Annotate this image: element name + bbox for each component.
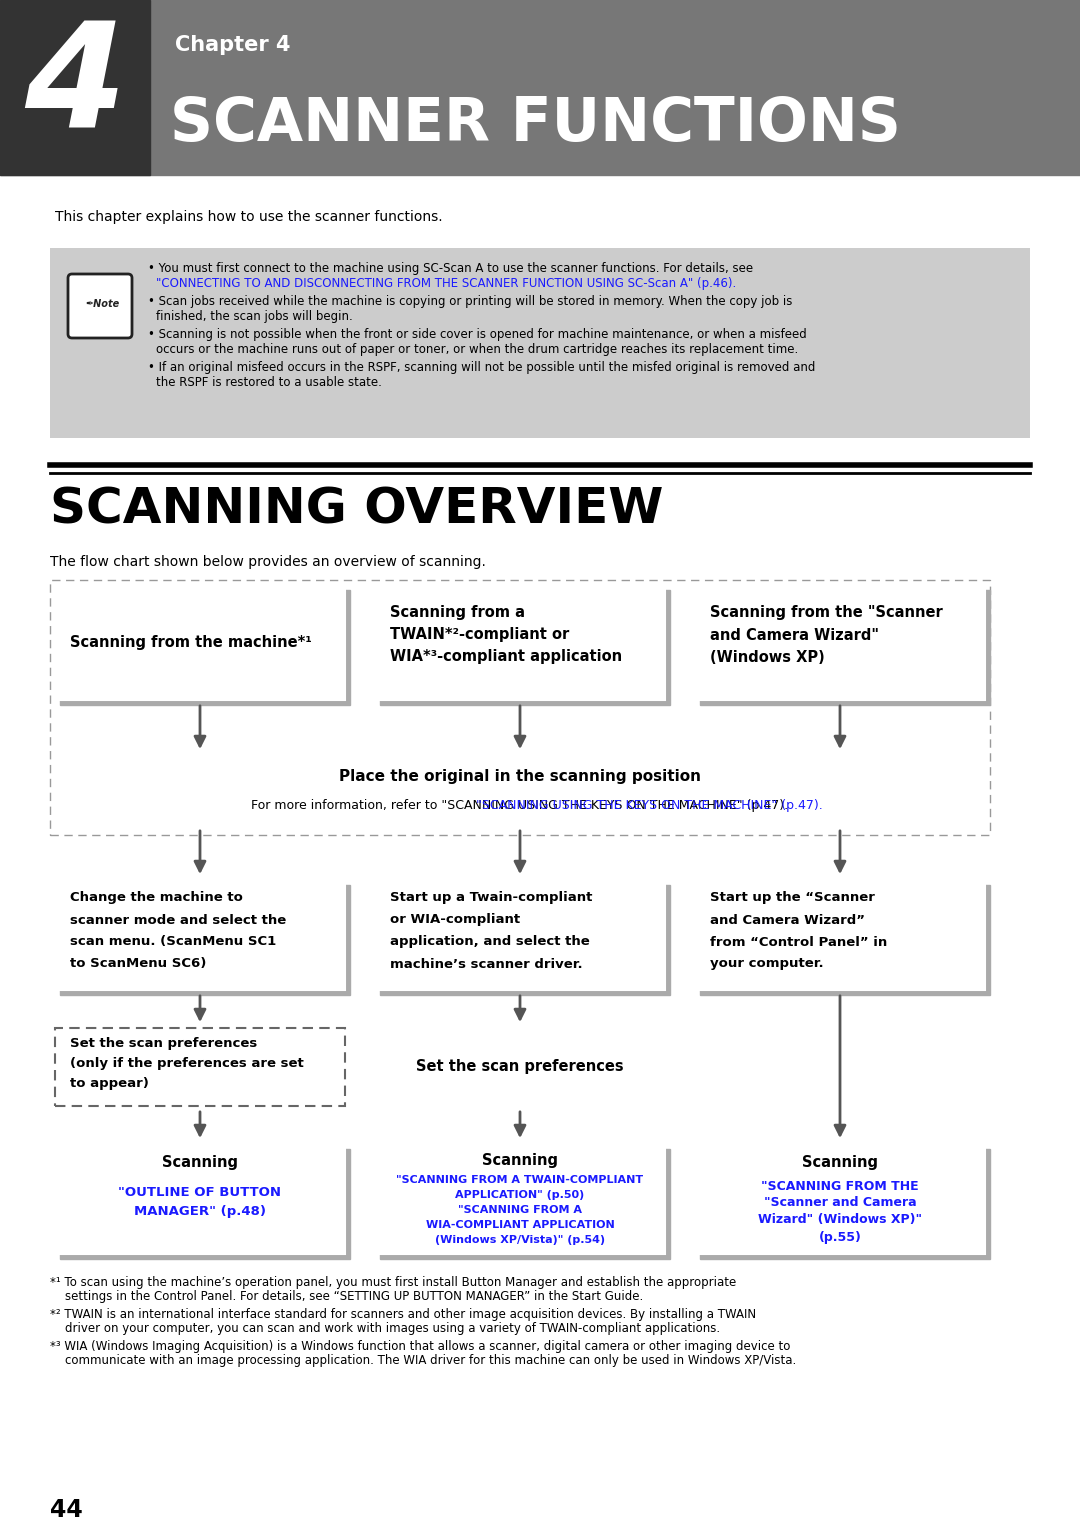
Text: *¹ To scan using the machine’s operation panel, you must first install Button Ma: *¹ To scan using the machine’s operation… [50, 1277, 737, 1289]
Text: "SCANNING FROM A: "SCANNING FROM A [458, 1205, 582, 1215]
Text: The flow chart shown below provides an overview of scanning.: The flow chart shown below provides an o… [50, 554, 486, 570]
Text: your computer.: your computer. [710, 957, 824, 971]
Text: "CONNECTING TO AND DISCONNECTING FROM THE SCANNER FUNCTION USING SC-Scan A" (p.4: "CONNECTING TO AND DISCONNECTING FROM TH… [156, 276, 737, 290]
Text: driver on your computer, you can scan and work with images using a variety of TW: driver on your computer, you can scan an… [50, 1322, 720, 1335]
Text: SCANNER FUNCTIONS: SCANNER FUNCTIONS [170, 96, 901, 154]
Text: Set the scan preferences: Set the scan preferences [70, 1037, 257, 1051]
Text: machine’s scanner driver.: machine’s scanner driver. [390, 957, 582, 971]
Text: (p.55): (p.55) [819, 1231, 862, 1243]
Text: "SCANNING USING THE KEYS ON THE MACHINE" (p.47).: "SCANNING USING THE KEYS ON THE MACHINE"… [476, 799, 823, 811]
Text: • Scanning is not possible when the front or side cover is opened for machine ma: • Scanning is not possible when the fron… [148, 328, 807, 341]
Text: • If an original misfeed occurs in the RSPF, scanning will not be possible until: • If an original misfeed occurs in the R… [148, 360, 815, 374]
Text: "SCANNING FROM A TWAIN-COMPLIANT: "SCANNING FROM A TWAIN-COMPLIANT [396, 1174, 644, 1185]
Text: and Camera Wizard”: and Camera Wizard” [710, 913, 865, 927]
Text: WIA-COMPLIANT APPLICATION: WIA-COMPLIANT APPLICATION [426, 1220, 615, 1231]
Text: or WIA-compliant: or WIA-compliant [390, 913, 521, 927]
Text: ✒Note: ✒Note [85, 299, 119, 308]
Text: For more information, refer to "SCANNING USING THE KEYS ON THE MACHINE" (p.47).: For more information, refer to "SCANNING… [252, 799, 788, 811]
Text: (only if the preferences are set: (only if the preferences are set [70, 1058, 303, 1070]
Text: scan menu. (ScanMenu SC1: scan menu. (ScanMenu SC1 [70, 936, 276, 948]
Text: Set the scan preferences: Set the scan preferences [416, 1060, 624, 1075]
Text: Change the machine to: Change the machine to [70, 892, 243, 904]
Text: WIA*³-compliant application: WIA*³-compliant application [390, 649, 622, 664]
Text: Scanning: Scanning [482, 1153, 558, 1168]
Bar [50, 247, 1030, 438]
Text: the RSPF is restored to a usable state.: the RSPF is restored to a usable state. [156, 376, 382, 389]
Bar [55, 880, 345, 989]
Text: communicate with an image processing application. The WIA driver for this machin: communicate with an image processing app… [50, 1354, 796, 1367]
Text: application, and select the: application, and select the [390, 936, 590, 948]
Text: Place the original in the scanning position: Place the original in the scanning posit… [339, 770, 701, 785]
Text: 44: 44 [50, 1498, 83, 1522]
Text: "Scanner and Camera: "Scanner and Camera [764, 1197, 916, 1209]
Text: Scanning from the "Scanner: Scanning from the "Scanner [710, 606, 943, 620]
Bar [696, 1144, 985, 1254]
Text: "SCANNING FROM THE: "SCANNING FROM THE [761, 1179, 919, 1193]
Text: (Windows XP/Vista)" (p.54): (Windows XP/Vista)" (p.54) [435, 1235, 605, 1245]
Text: from “Control Panel” in: from “Control Panel” in [710, 936, 888, 948]
Text: TWAIN*²-compliant or: TWAIN*²-compliant or [390, 628, 569, 643]
Bar [700, 886, 990, 996]
Bar [0, 0, 150, 176]
Text: APPLICATION" (p.50): APPLICATION" (p.50) [456, 1190, 584, 1200]
Text: Chapter 4: Chapter 4 [175, 35, 291, 55]
Text: finished, the scan jobs will begin.: finished, the scan jobs will begin. [156, 310, 353, 324]
Text: Scanning: Scanning [162, 1154, 238, 1170]
Bar [375, 1144, 665, 1254]
Bar [60, 589, 350, 705]
Bar [0, 0, 1080, 176]
Bar [380, 589, 670, 705]
Text: and Camera Wizard": and Camera Wizard" [710, 628, 879, 643]
Bar [180, 754, 860, 825]
Text: "OUTLINE OF BUTTON: "OUTLINE OF BUTTON [119, 1185, 282, 1199]
Bar [380, 1148, 670, 1258]
Bar [380, 886, 670, 996]
Text: Scanning: Scanning [802, 1154, 878, 1170]
Bar [375, 1028, 665, 1106]
Text: scanner mode and select the: scanner mode and select the [70, 913, 286, 927]
Text: *² TWAIN is an international interface standard for scanners and other image acq: *² TWAIN is an international interface s… [50, 1309, 756, 1321]
Text: Start up the “Scanner: Start up the “Scanner [710, 892, 875, 904]
Bar [700, 1148, 990, 1258]
Text: occurs or the machine runs out of paper or toner, or when the drum cartridge rea: occurs or the machine runs out of paper … [156, 344, 798, 356]
Text: 4: 4 [24, 17, 125, 157]
Text: settings in the Control Panel. For details, see “SETTING UP BUTTON MANAGER” in t: settings in the Control Panel. For detai… [50, 1290, 644, 1303]
Text: • Scan jobs received while the machine is copying or printing will be stored in : • Scan jobs received while the machine i… [148, 295, 793, 308]
Text: SCANNING OVERVIEW: SCANNING OVERVIEW [50, 486, 663, 533]
Bar [375, 585, 665, 699]
Text: to ScanMenu SC6): to ScanMenu SC6) [70, 957, 206, 971]
Bar [55, 1144, 345, 1254]
Text: MANAGER" (p.48): MANAGER" (p.48) [134, 1205, 266, 1219]
Text: (Windows XP): (Windows XP) [710, 649, 825, 664]
Text: Start up a Twain-compliant: Start up a Twain-compliant [390, 892, 592, 904]
Text: Scanning from a: Scanning from a [390, 606, 525, 620]
Text: *³ WIA (Windows Imaging Acquisition) is a Windows function that allows a scanner: *³ WIA (Windows Imaging Acquisition) is … [50, 1341, 791, 1353]
FancyBboxPatch shape [68, 273, 132, 337]
Bar [375, 880, 665, 989]
Bar [50, 580, 990, 835]
Bar [60, 886, 350, 996]
Bar [700, 589, 990, 705]
Text: • You must first connect to the machine using SC-Scan A to use the scanner funct: • You must first connect to the machine … [148, 263, 753, 275]
Bar [696, 880, 985, 989]
Text: Scanning from the machine*¹: Scanning from the machine*¹ [70, 635, 312, 651]
Text: to appear): to appear) [70, 1078, 149, 1090]
Bar [60, 1148, 350, 1258]
Text: This chapter explains how to use the scanner functions.: This chapter explains how to use the sca… [55, 211, 443, 224]
Bar [55, 1028, 345, 1106]
Bar [696, 585, 985, 699]
Text: Wizard" (Windows XP)": Wizard" (Windows XP)" [758, 1214, 922, 1226]
Bar [55, 585, 345, 699]
